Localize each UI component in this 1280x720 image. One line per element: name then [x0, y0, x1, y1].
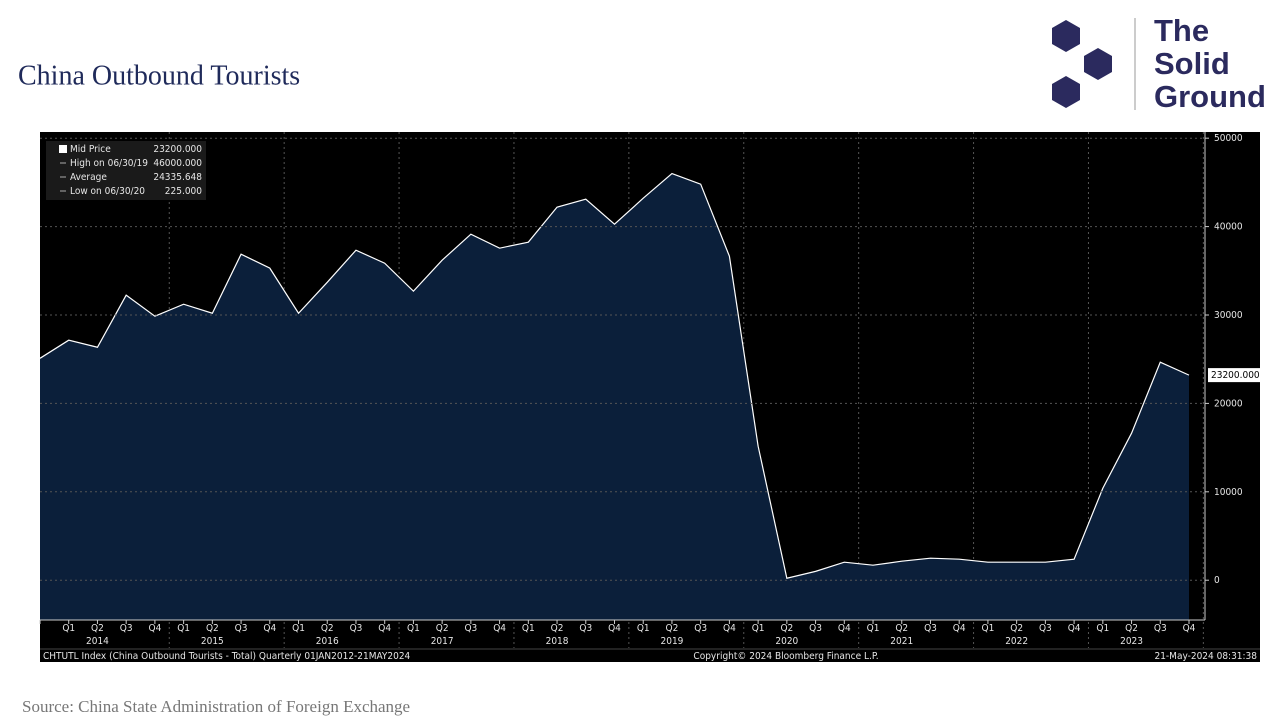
x-tick-label: Q2	[436, 623, 449, 634]
legend-value: 225.000	[165, 186, 202, 197]
x-tick-label: Q1	[292, 623, 305, 634]
year-label: 2018	[546, 636, 569, 647]
footer-text: 21-May-2024 08:31:38	[1154, 651, 1257, 662]
chart: 0 10000 20000 30000 40000 50000 23200.000 Q1 Q2 Q…	[39, 132, 1260, 662]
y-tick-label: 10000	[1214, 487, 1243, 498]
x-tick-label: Q4	[263, 623, 276, 634]
x-tick-label: Q4	[1068, 623, 1081, 634]
x-tick-label: Q2	[551, 623, 564, 634]
legend-value: 23200.000	[153, 144, 202, 155]
x-tick-label: Q4	[838, 623, 851, 634]
x-tick-label: Q2	[321, 623, 334, 634]
x-tick-label: Q1	[1096, 623, 1109, 634]
legend-value: 46000.000	[153, 158, 202, 169]
x-tick-label: Q4	[493, 623, 506, 634]
x-tick-label: Q1	[522, 623, 535, 634]
legend-name: Mid Price	[70, 144, 111, 155]
x-tick-label: Q2	[666, 623, 679, 634]
logo-hex	[1052, 76, 1080, 108]
x-tick-label: Q4	[953, 623, 966, 634]
source-note: Source: China State Administration of Fo…	[22, 697, 410, 716]
x-tick-label: Q3	[694, 623, 707, 634]
last-value-tag	[1208, 368, 1260, 383]
x-tick-label: Q2	[1125, 623, 1138, 634]
x-tick-label: Q1	[637, 623, 650, 634]
line	[39, 172, 1190, 579]
x-tick-label: Q4	[723, 623, 736, 634]
x-tick-label: Q3	[1039, 623, 1052, 634]
x-tick-label: Q2	[91, 623, 104, 634]
x-tick-label: Q3	[579, 623, 592, 634]
x-tick-label: Q4	[1183, 623, 1196, 634]
x-tick-label: Q4	[608, 623, 621, 634]
area	[40, 173, 1189, 620]
y-tick-label: 30000	[1214, 310, 1243, 321]
year-label: 2019	[661, 636, 684, 647]
logo-text: The	[1154, 13, 1209, 48]
x-tick-label: Q3	[120, 623, 133, 634]
x-tick-label: Q4	[378, 623, 391, 634]
logo-text: Ground	[1154, 79, 1266, 114]
y-tick-label: 20000	[1214, 398, 1243, 409]
footer-text: Copyright© 2024 Bloomberg Finance L.P.	[693, 651, 878, 662]
year-label: 2022	[1005, 636, 1028, 647]
x-tick-label: Q2	[206, 623, 219, 634]
logo-hex	[1052, 20, 1080, 52]
year-label: 2020	[775, 636, 798, 647]
logo-hex	[1084, 48, 1112, 80]
y-tick-label: 0	[1214, 575, 1220, 586]
x-tick-label: Q3	[924, 623, 937, 634]
x-tick-label: Q3	[235, 623, 248, 634]
legend-box	[46, 141, 206, 200]
legend-name: Average	[70, 172, 107, 183]
last-value-label: 23200.000	[1211, 370, 1260, 381]
x-tick-label: Q1	[867, 623, 880, 634]
year-label: 2015	[201, 636, 224, 647]
x-tick-label: Q1	[752, 623, 765, 634]
legend-name: High on 06/30/19	[70, 158, 148, 169]
footer-text: CHTUTL Index (China Outbound Tourists - …	[43, 651, 411, 662]
slide-title: China Outbound Tourists	[18, 60, 300, 91]
x-tick-label: Q1	[177, 623, 190, 634]
x-tick-label: Q2	[780, 623, 793, 634]
x-tick-label: Q3	[464, 623, 477, 634]
x-tick-label: Q3	[809, 623, 822, 634]
x-tick-label: Q3	[1154, 623, 1167, 634]
legend-value: 24335.648	[153, 172, 202, 183]
x-tick-label: Q4	[148, 623, 161, 634]
logo-text: Solid	[1154, 46, 1230, 81]
legend-swatch	[59, 145, 67, 153]
x-tick-label: Q3	[350, 623, 363, 634]
year-label: 2014	[86, 636, 109, 647]
y-tick-label: 50000	[1214, 133, 1243, 144]
year-label: 2016	[316, 636, 339, 647]
logo: The Solid Ground	[1052, 13, 1266, 114]
year-label: 2023	[1120, 636, 1143, 647]
x-tick-label: Q2	[1010, 623, 1023, 634]
legend-name: Low on 06/30/20	[70, 186, 145, 197]
x-tick-label: Q1	[982, 623, 995, 634]
x-tick-label: Q1	[407, 623, 420, 634]
year-label: 2021	[890, 636, 913, 647]
x-tick-label: Q2	[895, 623, 908, 634]
y-tick-label: 40000	[1214, 222, 1243, 233]
x-tick-label: Q1	[62, 623, 75, 634]
year-label: 2017	[431, 636, 454, 647]
